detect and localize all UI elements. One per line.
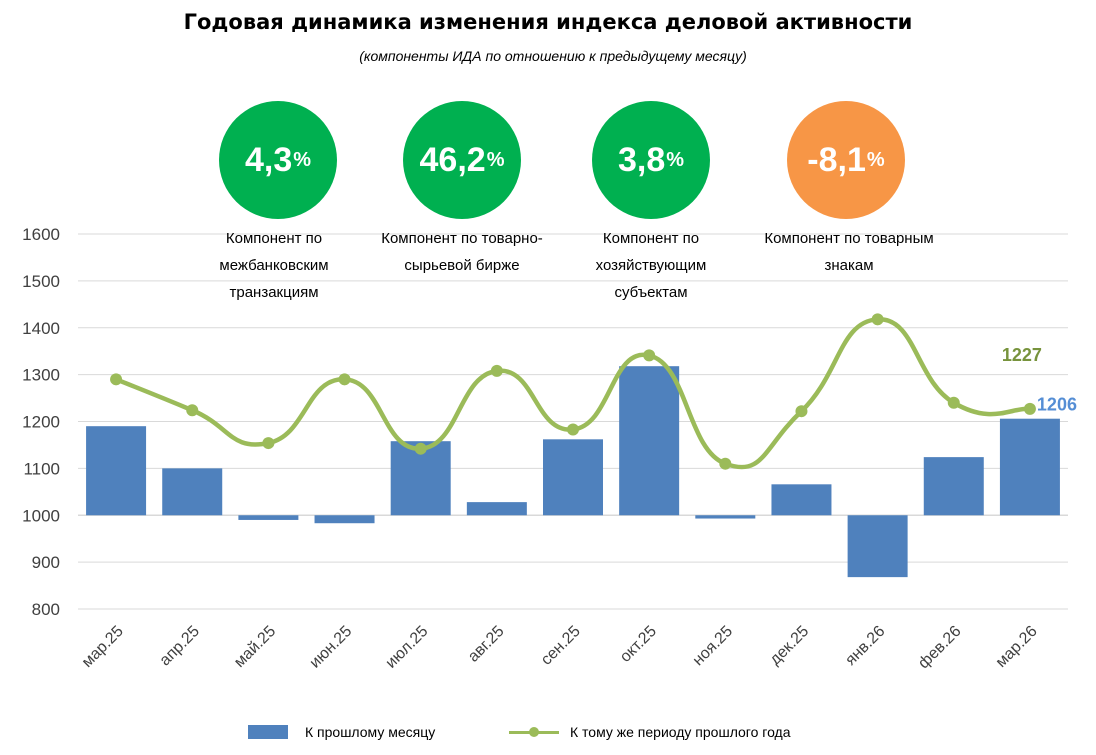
- bar: [314, 515, 375, 524]
- component-badge-entities: 3,8%: [592, 101, 710, 219]
- y-tick-label: 1400: [22, 319, 60, 338]
- bar: [999, 418, 1060, 516]
- component-badge-interbank: 4,3%: [219, 101, 337, 219]
- annotations: 1227 1206: [1002, 345, 1077, 415]
- legend-item-bar: К прошлому месяцу: [248, 720, 435, 744]
- x-tick-label: янв.26: [842, 623, 888, 669]
- line-point: [338, 373, 351, 386]
- line-point: [1023, 402, 1036, 415]
- component-unit: %: [666, 148, 685, 171]
- line-point: [643, 349, 656, 362]
- legend-bar-swatch: [248, 725, 288, 739]
- line-point: [947, 396, 960, 409]
- y-tick-labels: 800 900 1000 1100 1200 1300 1400 1500 1600: [22, 225, 60, 619]
- bar: [543, 439, 603, 516]
- bar: [695, 515, 756, 519]
- x-tick-label: сен.25: [538, 623, 584, 669]
- line-series: [110, 313, 1036, 470]
- x-tick-label: авг.25: [465, 623, 508, 666]
- x-tick-label: дек.25: [767, 623, 813, 669]
- bar: [238, 515, 299, 520]
- bar: [619, 366, 680, 516]
- y-tick-label: 1100: [23, 459, 60, 478]
- data-label: 1227: [1002, 345, 1042, 365]
- bar: [162, 468, 223, 516]
- x-tick-label: фев.26: [915, 623, 964, 672]
- x-tick-labels: мар.25 апр.25 май.25 июн.25 июл.25 авг.25 сен.…: [79, 623, 1041, 672]
- legend-line-label: К тому же периоду прошлого года: [570, 724, 791, 740]
- data-label: 1206: [1037, 395, 1077, 415]
- y-tick-label: 800: [32, 600, 60, 619]
- component-value: 4,3: [244, 140, 293, 179]
- component-value: 3,8: [617, 140, 666, 179]
- chart-subtitle: (компоненты ИДА по отношению к предыдуще…: [359, 48, 747, 64]
- line-point: [262, 437, 275, 450]
- line-point: [795, 405, 808, 418]
- line-point: [414, 442, 427, 455]
- y-tick-label: 1500: [22, 272, 60, 291]
- y-tick-label: 1200: [22, 413, 60, 432]
- component-label-exchange: Компонент по товарно-сырьевой бирже: [381, 230, 543, 274]
- x-tick-label: июн.25: [307, 623, 356, 672]
- y-tick-label: 900: [32, 553, 60, 572]
- component-badge-exchange: 46,2%: [403, 101, 521, 219]
- y-tick-label: 1600: [22, 225, 60, 244]
- x-tick-label: окт.25: [617, 623, 660, 666]
- component-value: -8,1: [807, 140, 866, 179]
- line-point: [490, 364, 503, 377]
- legend-bar-label: К прошлому месяцу: [305, 724, 436, 740]
- bar: [86, 426, 147, 516]
- x-tick-label: ноя.25: [690, 623, 736, 669]
- component-label-interbank: Компонент по межбанковским транзакциям: [219, 230, 329, 301]
- component-label-trademarks: Компонент по товарным знакам: [764, 230, 934, 274]
- component-unit: %: [486, 148, 505, 171]
- line-point: [186, 404, 199, 417]
- component-badge-trademarks: -8,1%: [787, 101, 905, 219]
- bar: [771, 484, 832, 516]
- x-tick-label: июл.25: [383, 623, 432, 672]
- line-point: [567, 423, 579, 436]
- y-tick-label: 1000: [22, 506, 60, 525]
- component-unit: %: [293, 148, 312, 171]
- x-tick-label: апр.25: [157, 623, 204, 670]
- bar: [466, 502, 527, 516]
- component-unit: %: [866, 148, 885, 171]
- x-tick-label: мар.26: [993, 623, 1041, 671]
- legend-item-line: К тому же периоду прошлого года: [509, 720, 791, 744]
- line-point: [719, 457, 732, 470]
- x-tick-label: май.25: [231, 623, 279, 671]
- legend-line-swatch: [509, 725, 559, 739]
- line-point: [110, 373, 123, 386]
- chart-title: Годовая динамика изменения индекса делов…: [183, 10, 913, 34]
- bar-series: [86, 366, 1060, 578]
- x-tick-label: мар.25: [79, 623, 127, 671]
- component-value: 46,2: [419, 140, 486, 179]
- bar: [923, 457, 984, 516]
- component-label-entities: Компонент по хозяйствующим субъектам: [595, 230, 707, 301]
- line-point: [871, 313, 884, 326]
- y-tick-label: 1300: [22, 366, 60, 385]
- bar: [847, 515, 908, 578]
